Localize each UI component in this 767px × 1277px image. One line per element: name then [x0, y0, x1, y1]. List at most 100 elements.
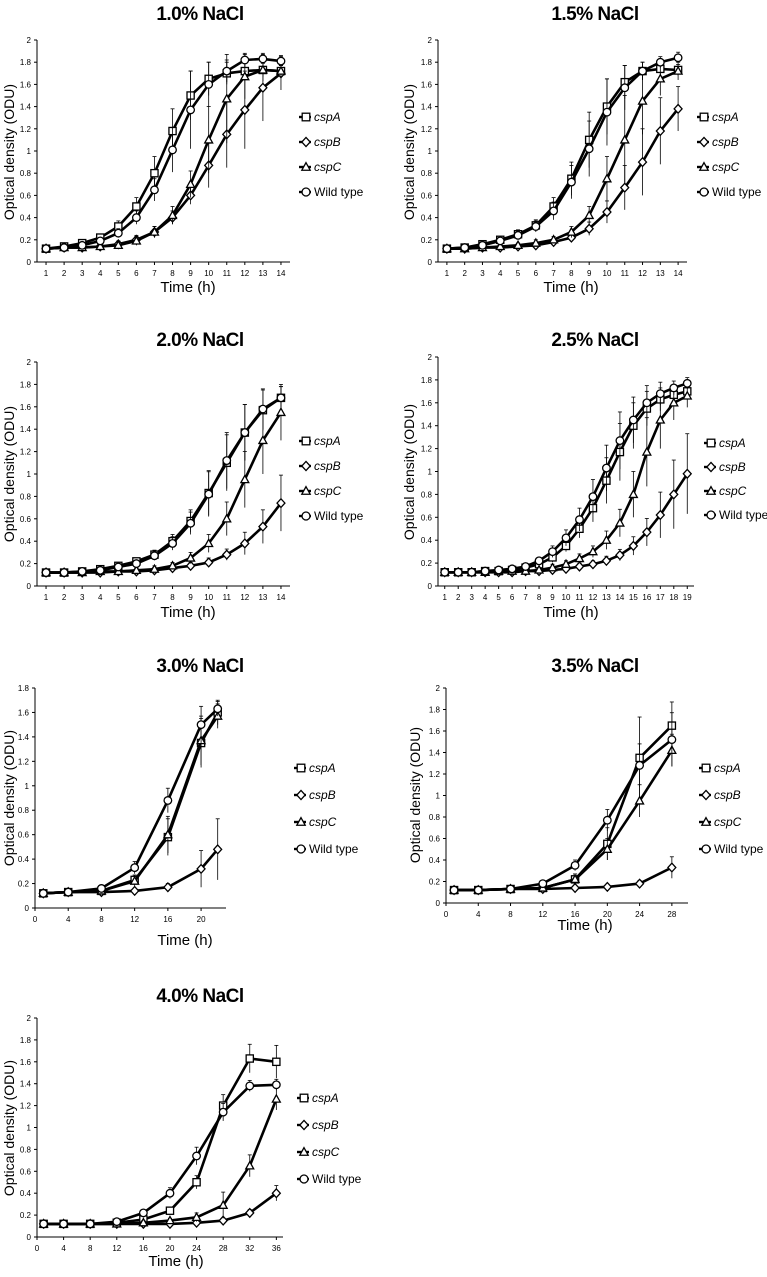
- legend-item: cspA: [697, 110, 739, 124]
- y-tick-label: 0.6: [20, 515, 32, 524]
- legend-item: cspC: [294, 815, 337, 829]
- y-tick-label: 0.2: [429, 878, 441, 887]
- data-point: [533, 564, 545, 574]
- y-tick-label: 0.6: [429, 835, 441, 844]
- data-point: [258, 521, 268, 532]
- legend-marker: [700, 789, 712, 801]
- legend-marker: [296, 763, 306, 773]
- x-tick-label: 5: [496, 593, 501, 602]
- data-point: [244, 1160, 255, 1170]
- legend-marker: [301, 436, 311, 446]
- legend-item: Wild type: [697, 185, 762, 199]
- data-point: [131, 564, 142, 575]
- data-point: [682, 468, 693, 480]
- x-tick-label: 7: [152, 593, 157, 602]
- data-point: [239, 71, 250, 81]
- legend-marker: [700, 816, 712, 826]
- y-tick-label: 1.8: [20, 58, 32, 67]
- series-wild-type: [442, 51, 683, 254]
- x-axis-label: Time (h): [557, 917, 612, 934]
- data-point: [682, 390, 693, 400]
- x-tick-label: 1: [44, 269, 49, 278]
- legend-item: Wild type: [297, 1172, 362, 1186]
- y-tick-label: 1.4: [421, 422, 433, 431]
- x-tick-label: 14: [277, 593, 286, 602]
- y-tick-label: 2: [428, 36, 433, 45]
- legend-marker: [300, 460, 312, 472]
- data-point: [668, 397, 679, 407]
- data-point: [601, 534, 612, 544]
- y-tick-label: 1.4: [20, 425, 32, 434]
- legend-label: Wild type: [314, 185, 364, 199]
- data-point: [149, 226, 160, 236]
- x-tick-label: 36: [272, 1244, 281, 1253]
- data-point: [240, 55, 250, 65]
- data-point: [258, 54, 268, 64]
- data-point: [587, 546, 599, 556]
- x-tick-label: 1: [44, 593, 49, 602]
- data-point: [112, 1217, 122, 1227]
- x-tick-label: 0: [33, 915, 38, 924]
- data-point: [574, 561, 585, 572]
- legend-marker: [301, 112, 311, 122]
- legend-marker: [295, 789, 307, 801]
- series-line: [43, 1098, 278, 1226]
- series-cspb: [41, 474, 286, 578]
- data-point: [163, 796, 173, 805]
- x-tick-label: 7: [551, 269, 556, 278]
- x-tick-label: 9: [587, 269, 592, 278]
- y-tick-label: 0: [27, 258, 32, 267]
- data-point: [561, 533, 571, 543]
- y-tick-label: 2: [27, 1014, 32, 1023]
- y-tick-label: 0.2: [18, 880, 30, 889]
- y-tick-label: 0.6: [20, 1167, 32, 1176]
- x-tick-label: 6: [510, 593, 515, 602]
- y-tick-label: 0.4: [20, 214, 32, 223]
- data-point: [602, 206, 612, 218]
- y-tick-label: 0.4: [421, 214, 433, 223]
- legend-marker: [705, 485, 717, 495]
- data-point: [615, 549, 625, 561]
- x-tick-label: 13: [258, 593, 267, 602]
- x-tick-label: 4: [98, 593, 103, 602]
- data-point: [637, 156, 648, 168]
- y-tick-label: 2: [27, 36, 32, 45]
- y-tick-label: 0: [436, 899, 441, 908]
- data-point: [113, 562, 123, 572]
- data-point: [218, 1199, 229, 1209]
- data-point: [204, 79, 214, 89]
- legend-item: cspA: [299, 110, 341, 124]
- x-tick-label: 12: [240, 269, 249, 278]
- legend-marker: [698, 136, 710, 148]
- data-point: [495, 240, 506, 251]
- data-point: [186, 105, 196, 115]
- data-point: [41, 244, 51, 254]
- legend-marker: [301, 187, 311, 197]
- data-point: [276, 497, 286, 509]
- data-point: [615, 436, 625, 446]
- legend-item: cspB: [704, 460, 746, 474]
- x-tick-label: 3: [469, 593, 474, 602]
- series-line: [45, 68, 282, 250]
- data-point: [566, 177, 576, 187]
- legend-label: cspA: [719, 436, 746, 450]
- x-tick-label: 20: [166, 1244, 175, 1253]
- y-axis-label: Optical density (ODU): [1, 1060, 17, 1196]
- x-tick-label: 11: [223, 269, 232, 278]
- data-point: [521, 562, 531, 571]
- y-tick-label: 0.8: [20, 169, 32, 178]
- data-point: [185, 552, 196, 562]
- x-tick-label: 13: [656, 269, 665, 278]
- legend-label: Wild type: [712, 185, 762, 199]
- series-line: [444, 473, 689, 574]
- y-tick-label: 1.2: [20, 1102, 32, 1111]
- x-tick-label: 32: [245, 1244, 254, 1253]
- data-point: [167, 209, 178, 220]
- x-tick-label: 4: [61, 1244, 66, 1253]
- legend-label: cspA: [712, 110, 739, 124]
- x-tick-label: 12: [638, 269, 647, 278]
- data-point: [602, 843, 613, 853]
- x-tick-label: 12: [112, 1244, 121, 1253]
- x-tick-label: 8: [508, 910, 513, 919]
